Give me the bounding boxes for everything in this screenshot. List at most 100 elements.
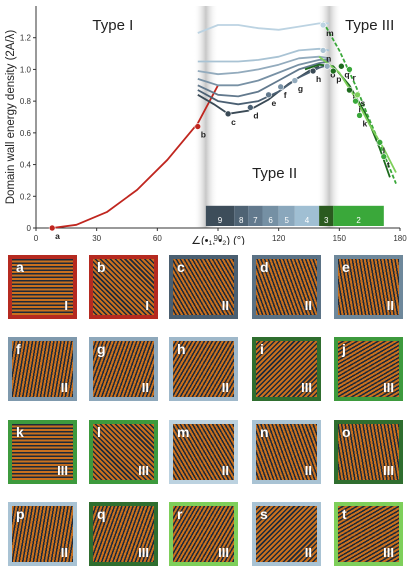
type-boundary-shade-right	[317, 6, 342, 228]
x-axis-title: ∠(•₁, •₂) (°)	[191, 235, 245, 245]
type-boundary-shade-left	[193, 6, 218, 228]
y-tick-label: 0.6	[20, 129, 32, 138]
y-tick-label: 1.2	[20, 34, 32, 43]
data-point-label: d	[253, 110, 258, 120]
y-axis-title: Domain wall energy density (2A/λ)	[5, 30, 17, 205]
phase-band-label: 3	[324, 216, 329, 225]
panel-letter: l	[97, 424, 101, 440]
x-tick-label: 30	[92, 234, 101, 243]
region-label: Type III	[345, 17, 394, 34]
x-tick-label: 0	[34, 234, 39, 243]
data-point	[247, 104, 254, 111]
panel-type: II	[304, 298, 312, 313]
pattern-panel-e: e II	[334, 255, 403, 319]
pattern-panel-j: j III	[334, 337, 403, 401]
x-tick-label: 120	[272, 234, 286, 243]
data-point-label: i	[352, 93, 354, 103]
data-point	[356, 112, 363, 119]
phase-band-segment	[294, 205, 320, 226]
pattern-panel-t: t III	[334, 502, 403, 566]
phase-band-label: 5	[285, 216, 290, 225]
series-line	[197, 60, 330, 98]
pattern-panel-r: r III	[169, 502, 238, 566]
data-point	[309, 67, 317, 75]
panel-letter: g	[97, 341, 106, 357]
panel-type: III	[383, 545, 394, 560]
pattern-panel-o: o III	[334, 420, 403, 484]
panel-type: II	[386, 298, 394, 313]
phase-band-label: 2	[356, 216, 361, 225]
y-tick-label: 0	[27, 224, 32, 233]
pattern-panel-g: g II	[89, 337, 158, 401]
stripe-pattern	[12, 259, 73, 315]
data-point	[323, 62, 331, 70]
data-point	[194, 123, 202, 130]
pattern-panel-d: d II	[252, 255, 321, 319]
data-point	[265, 91, 272, 99]
panel-type: III	[138, 463, 149, 478]
stripe-pattern	[173, 341, 234, 397]
pattern-panel-p: p II	[8, 502, 77, 566]
stripe-pattern	[338, 506, 399, 562]
phase-band-segment	[278, 205, 295, 226]
pattern-panel-n: n II	[252, 420, 321, 484]
phase-band-segment	[319, 205, 334, 226]
x-tick-label: 180	[393, 234, 407, 243]
stripe-pattern	[93, 341, 154, 397]
panel-letter: t	[342, 506, 347, 522]
data-point	[380, 153, 388, 160]
stripe-pattern	[12, 341, 73, 397]
phase-band-label: 7	[253, 216, 258, 225]
pattern-panel-f: f II	[8, 337, 77, 401]
panel-letter: c	[177, 259, 185, 275]
panel-type: III	[383, 380, 394, 395]
panel-letter: i	[260, 341, 264, 357]
data-point-label: k	[363, 118, 368, 128]
panel-letter: f	[16, 341, 21, 357]
panel-type: II	[221, 298, 229, 313]
y-tick-label: 0.2	[20, 192, 32, 201]
data-point	[319, 47, 327, 54]
panel-letter: h	[177, 341, 186, 357]
data-point-label: e	[272, 98, 277, 108]
data-point	[224, 110, 232, 118]
panel-letter: a	[16, 259, 24, 275]
stripe-pattern	[173, 259, 234, 315]
pattern-panel-h: h II	[169, 337, 238, 401]
stripe-pattern	[93, 424, 154, 480]
panel-type: III	[138, 545, 149, 560]
panel-letter: j	[342, 341, 346, 357]
pattern-panel-i: i III	[252, 337, 321, 401]
data-point	[346, 66, 353, 73]
panel-type: III	[301, 380, 312, 395]
panel-letter: m	[177, 424, 190, 440]
panel-type: II	[304, 545, 312, 560]
data-point-label: j	[358, 104, 361, 114]
pattern-panel-c: c II	[169, 255, 238, 319]
data-point-label: p	[336, 74, 341, 84]
data-point	[354, 91, 361, 99]
stripe-pattern	[173, 506, 234, 562]
stripe-pattern	[338, 341, 399, 397]
panel-letter: r	[177, 506, 183, 522]
panel-letter: o	[342, 424, 351, 440]
energy-chart-svg: 0 30 60 90 120 150 180 0 0.2 0.4 0.6 0.8 1.0 1.2Domai…	[5, 6, 407, 247]
panel-type: III	[57, 463, 68, 478]
panel-letter: n	[260, 424, 269, 440]
x-tick-label: 60	[153, 234, 162, 243]
data-point-label: q	[344, 69, 349, 79]
data-point-label: t	[387, 160, 390, 170]
stripe-pattern	[93, 506, 154, 562]
data-point-label: r	[352, 72, 356, 82]
x-tick-label: 90	[214, 234, 223, 243]
stripe-pattern	[12, 506, 73, 562]
data-point-label: c	[231, 117, 236, 127]
panel-letter: q	[97, 506, 106, 522]
region-label: Type II	[252, 165, 297, 182]
stripe-pattern	[338, 424, 399, 480]
y-tick-label: 0.4	[20, 161, 32, 170]
data-point	[338, 62, 345, 70]
phase-band-label: 6	[268, 216, 273, 225]
y-tick-label: 0.8	[20, 97, 32, 106]
